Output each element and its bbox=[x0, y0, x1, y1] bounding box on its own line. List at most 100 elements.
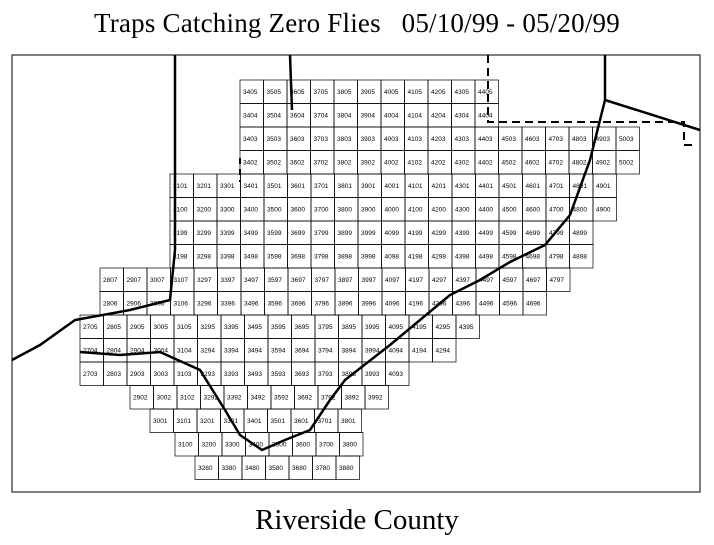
grid-cell-label: 4002 bbox=[384, 160, 399, 167]
grid-cell-label: 4500 bbox=[502, 207, 517, 214]
grid-cell-label: 2807 bbox=[103, 277, 118, 284]
grid-cell-label: 4501 bbox=[502, 183, 517, 190]
grid-cell-label: 3404 bbox=[243, 113, 258, 120]
grid-cell-label: 4702 bbox=[549, 160, 564, 167]
grid-cell-label: 5003 bbox=[619, 136, 634, 143]
grid-cell-label: 3502 bbox=[267, 160, 282, 167]
grid-cell-label: 4797 bbox=[550, 277, 565, 284]
grid-cell-label: 3292 bbox=[204, 395, 219, 402]
grid-cell-label: 3201 bbox=[200, 418, 215, 425]
grid-cell-label: 3800 bbox=[343, 442, 358, 449]
grid-cell-label: 3500 bbox=[272, 442, 287, 449]
grid-cell-label: 2805 bbox=[107, 324, 122, 331]
grid-cell-label: 3300 bbox=[220, 207, 235, 214]
grid-cell-label: 4395 bbox=[459, 324, 474, 331]
grid-cell-label: 4399 bbox=[455, 230, 470, 237]
grid-cell-label: 3296 bbox=[197, 301, 212, 308]
grid-cell-label: 3580 bbox=[269, 465, 284, 472]
grid-cell-label: 3105 bbox=[177, 324, 192, 331]
grid-cell-label: 3480 bbox=[245, 465, 260, 472]
grid-cell-label: 3892 bbox=[345, 395, 360, 402]
grid-cell-label: 3400 bbox=[244, 207, 259, 214]
grid-cell-label: 4497 bbox=[479, 277, 494, 284]
grid-cell-label: 4600 bbox=[526, 207, 541, 214]
grid-cell-label: 3698 bbox=[291, 254, 306, 261]
grid-cell-label: 4496 bbox=[479, 301, 494, 308]
grid-cell-label: 4703 bbox=[549, 136, 564, 143]
grid-cell-label: 3794 bbox=[318, 348, 333, 355]
grid-cell-label: 3601 bbox=[294, 418, 309, 425]
map-title: Traps Catching Zero Flies 05/10/99 - 05/… bbox=[94, 8, 620, 38]
grid-cell-label: 3693 bbox=[295, 371, 310, 378]
grid-cell-label: 4098 bbox=[385, 254, 400, 261]
grid-cell-label: 3102 bbox=[180, 395, 195, 402]
grid-cell-label: 4498 bbox=[479, 254, 494, 261]
grid-cell-label: 3880 bbox=[339, 465, 354, 472]
grid-cell-label: 3200 bbox=[197, 207, 212, 214]
grid-cell-label: 2804 bbox=[107, 348, 122, 355]
grid-cell-label: 3696 bbox=[291, 301, 306, 308]
grid-cell-label: 3896 bbox=[338, 301, 353, 308]
grid-cell-label: 4502 bbox=[502, 160, 517, 167]
grid-cell-label: 3104 bbox=[177, 348, 192, 355]
grid-cell-label: 4303 bbox=[455, 136, 470, 143]
grid-cell bbox=[455, 314, 480, 339]
grid-cell-label: 4700 bbox=[549, 207, 564, 214]
grid-cell-label: 3593 bbox=[271, 371, 286, 378]
grid-cell-label: 3993 bbox=[365, 371, 380, 378]
grid-cell-label: 5002 bbox=[619, 160, 634, 167]
grid-cell-label: 3005 bbox=[154, 324, 169, 331]
grid-cell-label: 4900 bbox=[596, 207, 611, 214]
grid-cell-label: 2907 bbox=[127, 277, 142, 284]
grid-cell-label: 3496 bbox=[244, 301, 259, 308]
grid-cell-label: 4803 bbox=[572, 136, 587, 143]
grid-cell-label: 2905 bbox=[130, 324, 145, 331]
grid-cell bbox=[546, 267, 571, 292]
grid-cell-label: 4201 bbox=[432, 183, 447, 190]
grid-cell-label: 4099 bbox=[385, 230, 400, 237]
grid-cell-label: 4005 bbox=[384, 89, 399, 96]
grid-cell bbox=[569, 244, 594, 269]
grid-cell-label: 3492 bbox=[251, 395, 266, 402]
grid-cell-label: 3605 bbox=[290, 89, 305, 96]
grid-cell-label: 3803 bbox=[337, 136, 352, 143]
grid-cell-label: 3704 bbox=[314, 113, 329, 120]
county-label: Riverside County bbox=[255, 504, 459, 536]
grid-cell-label: 3200 bbox=[202, 442, 217, 449]
grid-cell-label: 4397 bbox=[456, 277, 471, 284]
grid-cell-label: 4103 bbox=[408, 136, 423, 143]
grid-cell-label: 3396 bbox=[221, 301, 236, 308]
grid-cell-label: 3905 bbox=[361, 89, 376, 96]
grid-cell-label: 3697 bbox=[291, 277, 306, 284]
grid-cell-label: 3597 bbox=[268, 277, 283, 284]
grid-cell-label: 3801 bbox=[341, 418, 356, 425]
grid-cell-label: 3399 bbox=[220, 230, 235, 237]
grid-cell-label: 3106 bbox=[174, 301, 189, 308]
grid-cell-label: 4196 bbox=[409, 301, 424, 308]
grid-cell-label: 3895 bbox=[342, 324, 357, 331]
grid-cell-label: 4602 bbox=[525, 160, 540, 167]
grid-cell-label: 3301 bbox=[224, 418, 239, 425]
grid-cell bbox=[592, 197, 617, 222]
grid-cell-label: 4799 bbox=[549, 230, 564, 237]
grid-cell-label: 3293 bbox=[201, 371, 216, 378]
grid-cell-label: 3497 bbox=[244, 277, 259, 284]
grid-cell-label: 3003 bbox=[154, 371, 169, 378]
grid-cell-label: 3299 bbox=[197, 230, 212, 237]
grid-cell-label: 3901 bbox=[361, 183, 376, 190]
grid-cell-label: 4597 bbox=[503, 277, 518, 284]
grid-cell-label: 3701 bbox=[318, 418, 333, 425]
grid-cell-label: 3894 bbox=[342, 348, 357, 355]
grid-cell bbox=[335, 455, 360, 480]
grid-cell bbox=[615, 150, 640, 175]
grid-cell-label: 3798 bbox=[314, 254, 329, 261]
grid-cell-label: 3201 bbox=[197, 183, 212, 190]
grid-cell-label: 4104 bbox=[408, 113, 423, 120]
grid-cell-label: 4596 bbox=[503, 301, 518, 308]
grid-cell-label: 4696 bbox=[526, 301, 541, 308]
grid-cell-label: 3401 bbox=[247, 418, 262, 425]
grid-cell-label: 3999 bbox=[361, 230, 376, 237]
grid-cell-label: 3793 bbox=[318, 371, 333, 378]
grid-cell-label: 3503 bbox=[267, 136, 282, 143]
grid-cell-label: 3500 bbox=[267, 207, 282, 214]
